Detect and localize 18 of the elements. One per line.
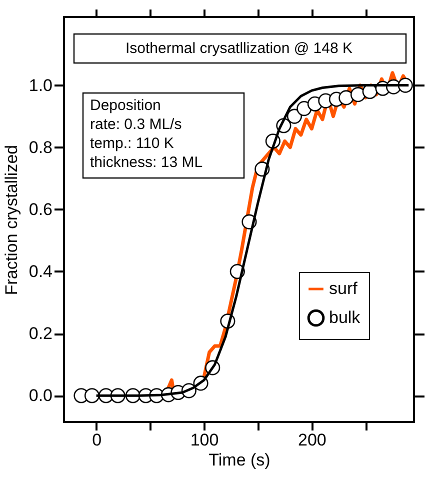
point — [338, 90, 354, 106]
annotation: Isothermal crysatllization @ 148 K — [126, 40, 352, 57]
y-tick-label: 1.0 — [28, 76, 52, 95]
y-tick-label: 0.8 — [28, 138, 52, 157]
point — [350, 87, 366, 102]
point — [84, 388, 100, 404]
x-tick-label: 200 — [298, 430, 326, 450]
x-axis-title: Time (s) — [208, 450, 270, 470]
legend-label: surf — [329, 279, 358, 298]
legend-label: bulk — [329, 308, 361, 327]
y-tick-label: 0.2 — [28, 324, 52, 344]
y-tick-label: 0.4 — [28, 262, 52, 281]
y-tick-label: 0.6 — [28, 200, 52, 219]
y-tick-label: 0.0 — [28, 386, 52, 406]
y-axis-title: Fraction crystallized — [2, 144, 21, 296]
x-tick-label: 0 — [92, 430, 102, 450]
x-tick-label: 100 — [190, 430, 219, 450]
annotation: Deposition rate: 0.3 ML/s temp.: 110 K thickness: 13 ML — [90, 97, 203, 171]
